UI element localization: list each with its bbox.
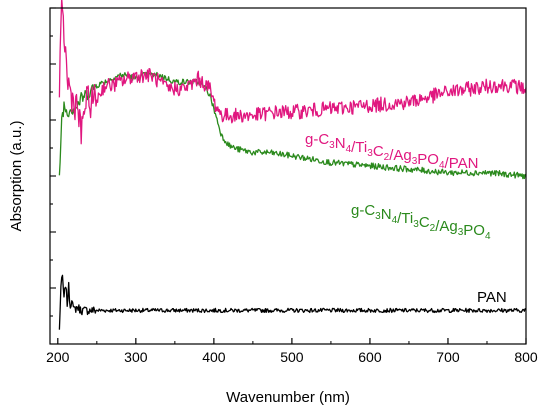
x-tick-label: 500 <box>280 349 304 365</box>
x-tick-label: 700 <box>436 349 460 365</box>
series-layer <box>58 0 527 330</box>
x-tick-label: 800 <box>514 349 538 365</box>
x-axis-title: Wavenumber (nm) <box>226 389 350 406</box>
series-labels: g-C3N4/Ti3C2/Ag3PO4/PAN g-C3N4/Ti3C2/Ag3P… <box>305 131 507 306</box>
series-label-2: PAN <box>477 289 507 306</box>
series-line-0 <box>58 0 527 145</box>
x-tick-label: 600 <box>358 349 382 365</box>
x-tick-label: 400 <box>202 349 226 365</box>
x-tick-label: 300 <box>124 349 148 365</box>
series-label-1: g-C3N4/Ti3C2/Ag3PO4 <box>351 202 491 242</box>
series-label-0: g-C3N4/Ti3C2/Ag3PO4/PAN <box>305 131 478 172</box>
x-axis-ticks: 200 300 400 500 600 700 800 <box>46 338 538 365</box>
series-line-2 <box>58 274 527 330</box>
x-tick-label: 200 <box>46 349 70 365</box>
y-axis-ticks <box>50 7 56 317</box>
y-axis-title: Absorption (a.u.) <box>8 121 25 232</box>
